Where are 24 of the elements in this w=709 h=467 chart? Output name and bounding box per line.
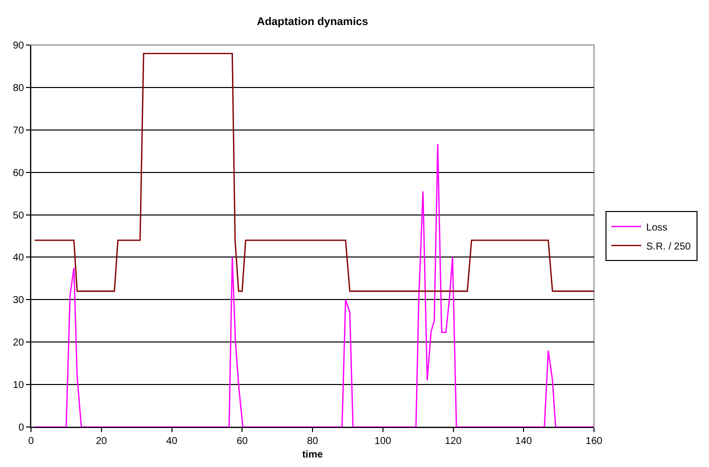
- legend-label: S.R. / 250: [646, 241, 692, 252]
- x-tick-label: 140: [515, 436, 532, 447]
- y-tick-label: 20: [12, 338, 24, 349]
- line-series: [34, 143, 594, 427]
- y-tick-label: 60: [12, 168, 24, 179]
- y-tick-label: 80: [12, 82, 24, 94]
- legend-label: Loss: [646, 222, 668, 234]
- x-tick-label: 60: [236, 436, 248, 447]
- x-tick-label: 80: [306, 436, 318, 447]
- y-tick-label: 90: [12, 40, 24, 52]
- x-axis-title: time: [302, 450, 324, 460]
- x-tick-label: 160: [586, 436, 603, 447]
- y-tick-label: 0: [18, 422, 24, 434]
- x-tick-label: 0: [28, 436, 34, 447]
- y-tick-label: 10: [12, 380, 24, 392]
- x-tick-label: 120: [444, 436, 462, 447]
- y-tick-label: 70: [12, 125, 24, 136]
- x-tick-label: 20: [96, 436, 108, 447]
- y-tick-label: 40: [12, 252, 24, 264]
- y-tick-label: 50: [12, 210, 24, 222]
- x-tick-label: 40: [166, 436, 178, 447]
- x-tick-label: 100: [374, 436, 392, 447]
- y-tick-label: 30: [12, 295, 24, 306]
- chart-title: Adaptation dynamics: [256, 16, 368, 28]
